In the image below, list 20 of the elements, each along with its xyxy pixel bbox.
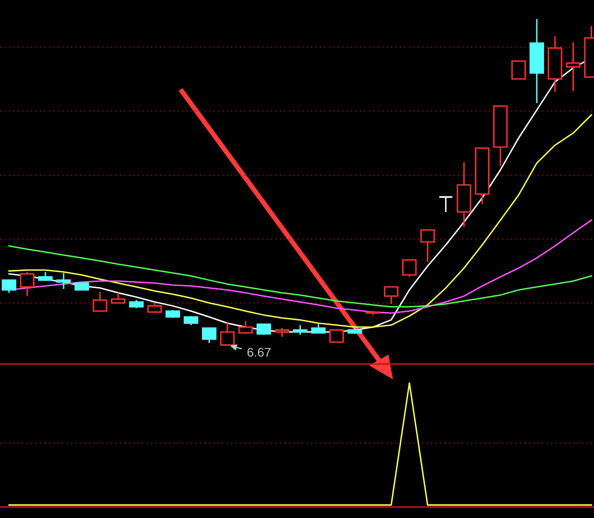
candlestick [384, 286, 398, 305]
candlestick [110, 292, 126, 304]
candlestick [147, 302, 162, 313]
candlestick [329, 329, 344, 343]
candlestick [438, 196, 454, 213]
candlestick [56, 272, 71, 290]
candlestick [292, 324, 308, 336]
candlestick [511, 60, 526, 80]
candlestick [566, 41, 580, 92]
candlestick [202, 327, 216, 344]
candlestick [184, 315, 198, 326]
candlestick [92, 291, 108, 312]
candlestick [20, 271, 34, 297]
candlestick [2, 279, 16, 294]
candlestick [420, 229, 435, 263]
candlestick [256, 323, 272, 336]
candlestick [220, 321, 235, 346]
candlestick [402, 259, 417, 278]
candlestick [238, 320, 253, 335]
text: 6.67 [247, 348, 271, 357]
